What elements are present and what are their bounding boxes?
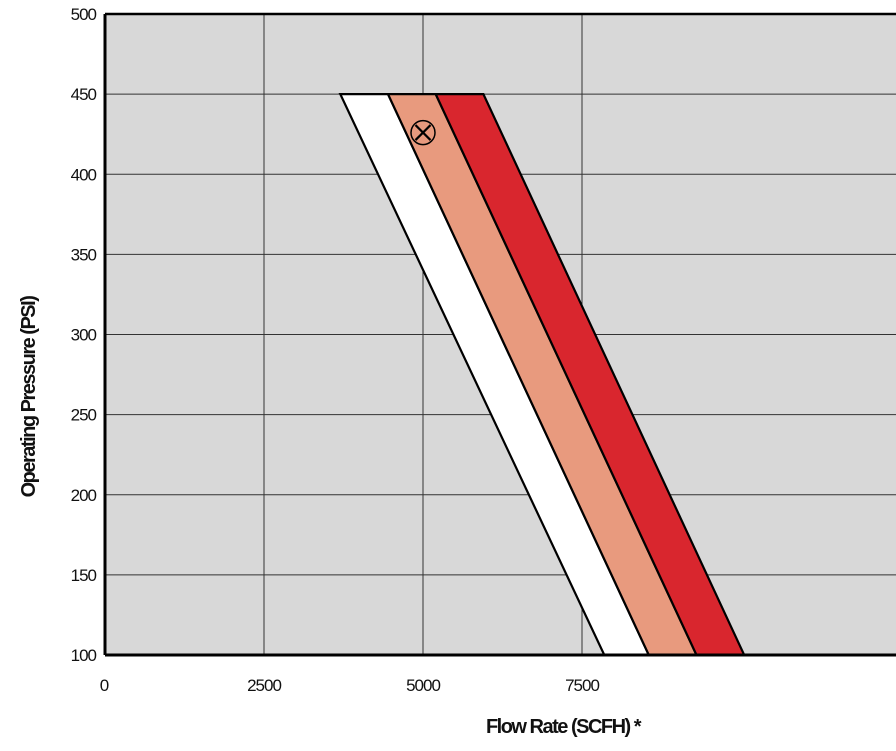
marker-circle	[410, 119, 436, 146]
y-tick-labels: 100 150 200 250 300 350 400 450 500	[71, 5, 98, 665]
performance-bands	[338, 92, 746, 655]
x-axis-title: Flow Rate (SCFH) *	[486, 716, 642, 738]
y-tick-label: 250	[71, 406, 97, 425]
performance-band-3	[433, 92, 746, 655]
x-tick-label: 7500	[565, 676, 599, 695]
y-tick-label: 300	[71, 326, 97, 345]
y-tick-label: 400	[71, 165, 97, 184]
marker-cross-line	[414, 124, 432, 141]
performance-band-2	[386, 92, 698, 655]
performance-band-1	[338, 92, 651, 655]
y-tick-label: 350	[71, 245, 97, 264]
x-tick-label: 2500	[247, 676, 281, 695]
y-tick-label: 500	[71, 5, 97, 24]
x-tick-labels: 0 2500 5000 7500	[100, 676, 601, 695]
y-tick-label: 450	[71, 85, 97, 104]
plot-frame	[103, 12, 896, 657]
y-tick-label: 100	[71, 646, 97, 665]
x-tick-label: 5000	[406, 676, 440, 695]
y-tick-label: 200	[71, 486, 97, 505]
y-tick-label: 150	[71, 566, 97, 585]
x-tick-label: 0	[100, 676, 109, 695]
y-axis-title: Operating Pressure (PSI)	[18, 296, 40, 498]
operating-point-marker	[410, 119, 436, 146]
